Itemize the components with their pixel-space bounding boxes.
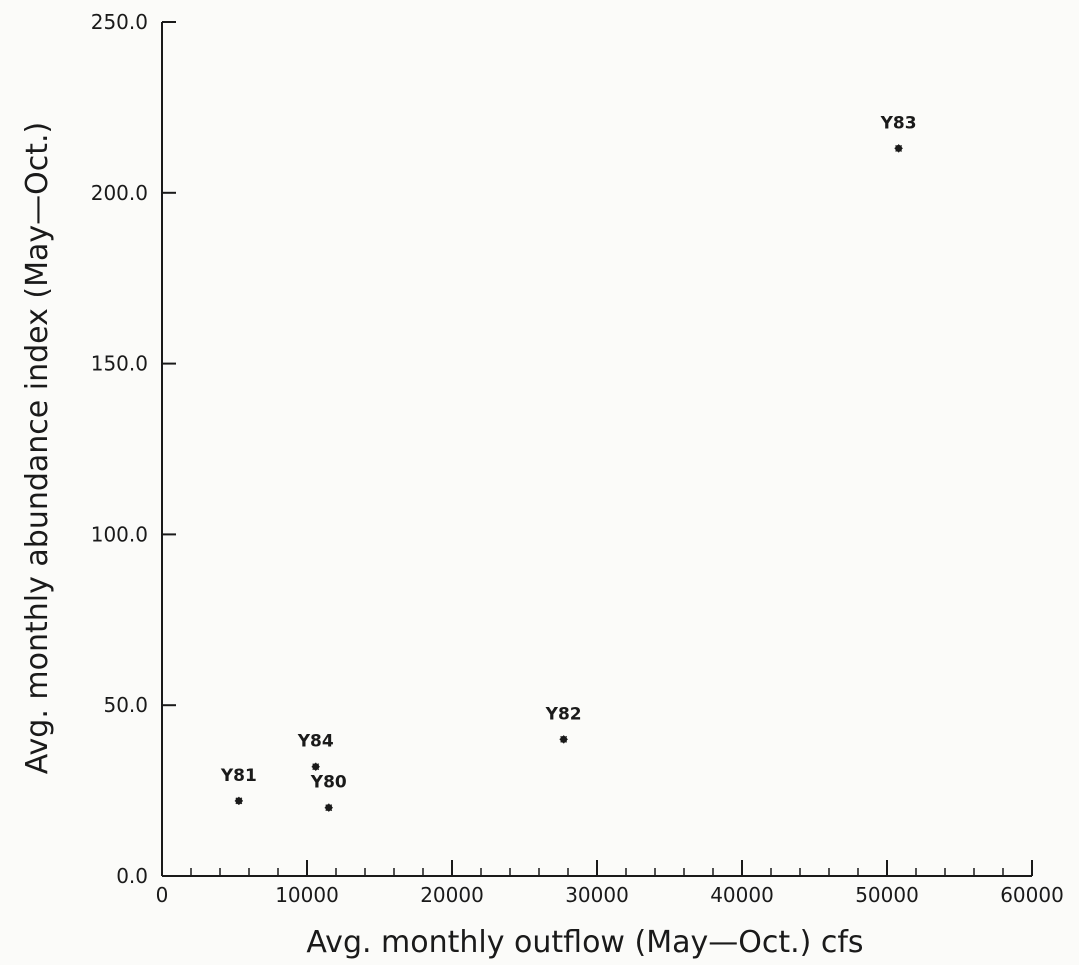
data-point: Y81	[220, 766, 257, 805]
y-tick-label: 200.0	[91, 181, 148, 205]
y-tick-label: 150.0	[91, 352, 148, 376]
x-tick-label: 0	[156, 883, 169, 907]
data-point: Y83	[880, 113, 917, 153]
point-label: Y81	[220, 766, 257, 786]
y-tick-label: 0.0	[116, 864, 148, 888]
x-axis-title: Avg. monthly outflow (May—Oct.) cfs	[306, 925, 863, 960]
point-label: Y80	[310, 773, 347, 793]
point-label: Y82	[545, 704, 582, 724]
axes: 0.0 50.0 100.0 150.0 200.0 250.0 0 10000 20000 30…	[91, 10, 1064, 907]
y-tick-label: 250.0	[91, 10, 148, 34]
x-tick-label: 20000	[420, 883, 484, 907]
point-asterisk	[234, 796, 243, 805]
point-label: Y83	[880, 113, 917, 133]
point-asterisk	[894, 144, 903, 153]
point-label: Y84	[297, 732, 334, 752]
x-tick-label: 10000	[275, 883, 339, 907]
x-tick-label: 30000	[565, 883, 629, 907]
data-points: Y81 Y84 Y80 Y82 Y83	[220, 113, 917, 812]
y-tick-label: 50.0	[103, 693, 148, 717]
x-tick-label: 60000	[1000, 883, 1064, 907]
point-asterisk	[324, 803, 333, 812]
data-point: Y82	[545, 704, 582, 744]
point-asterisk	[311, 762, 320, 771]
x-tick-label: 50000	[855, 883, 919, 907]
y-axis-title: Avg. monthly abundance index (May—Oct.)	[20, 122, 55, 774]
point-asterisk	[559, 735, 568, 744]
x-tick-label: 40000	[710, 883, 774, 907]
y-tick-label: 100.0	[91, 522, 148, 546]
data-point: Y80	[310, 773, 347, 812]
data-point: Y84	[297, 732, 334, 771]
